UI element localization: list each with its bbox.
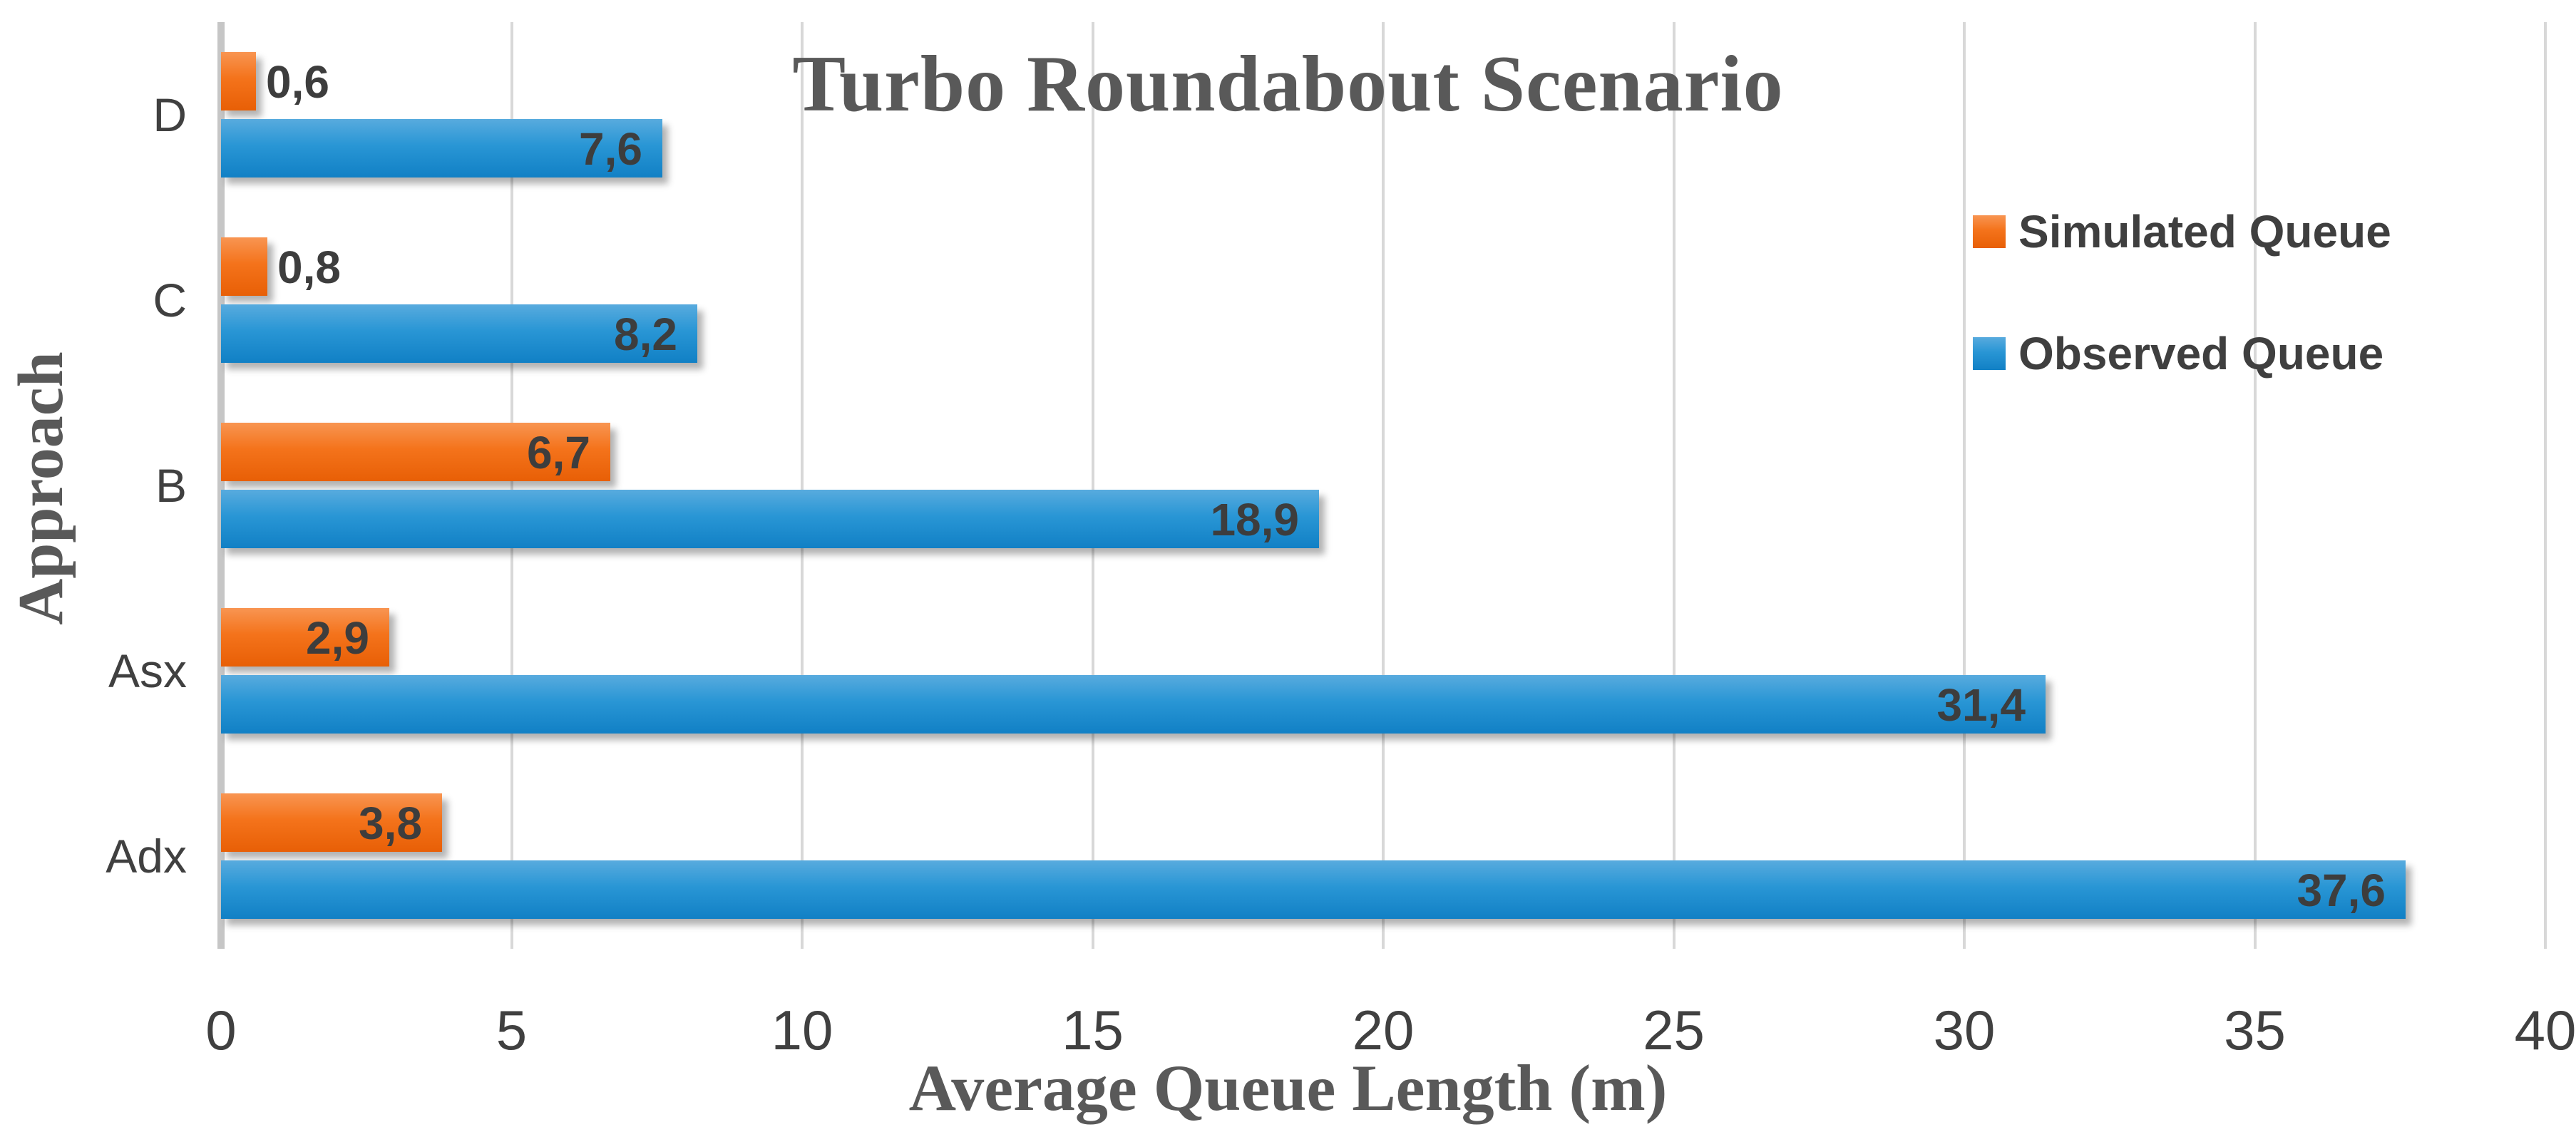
chart-title: Turbo Roundabout Scenario [792, 40, 1784, 128]
bar-value-label-observed-queue-Adx: 37,6 [2297, 865, 2386, 916]
x-tick-label-30: 30 [1933, 999, 1996, 1061]
bar-observed-queue-Asx [221, 675, 2046, 734]
bar-observed-queue-C [221, 304, 697, 363]
gridline-25 [1672, 22, 1676, 949]
bar-value-label-observed-queue-Asx: 31,4 [1936, 679, 2026, 731]
bar-value-label-simulated-queue-D: 0,6 [266, 56, 329, 108]
x-tick-label-35: 35 [2224, 999, 2286, 1061]
legend-label-observed: Observed Queue [2018, 328, 2384, 379]
legend-item-observed-queue: Observed Queue [1973, 331, 2391, 376]
bar-observed-queue-B [221, 490, 1319, 548]
gridline-10 [801, 22, 804, 949]
category-label-Adx: Adx [106, 830, 187, 883]
category-label-B: B [155, 459, 187, 512]
bar-simulated-queue-D [221, 52, 256, 110]
category-label-C: C [153, 274, 187, 326]
legend-swatch-observed-icon [1973, 337, 2006, 370]
legend-label-simulated: Simulated Queue [2018, 206, 2391, 257]
bar-simulated-queue-B [221, 423, 610, 481]
bar-observed-queue-D [221, 119, 662, 177]
bar-value-label-simulated-queue-B: 6,7 [527, 427, 590, 478]
bar-value-label-observed-queue-B: 18,9 [1210, 494, 1299, 545]
bar-value-label-simulated-queue-Adx: 3,8 [359, 798, 422, 849]
gridline-35 [2253, 22, 2257, 949]
x-axis-title: Average Queue Length (m) [908, 1051, 1668, 1124]
legend-item-simulated-queue: Simulated Queue [1973, 209, 2391, 254]
bar-observed-queue-Adx [221, 860, 2406, 919]
bar-value-label-simulated-queue-C: 0,8 [277, 242, 341, 293]
x-tick-label-5: 5 [496, 999, 528, 1061]
x-tick-label-10: 10 [771, 999, 833, 1061]
bar-simulated-queue-C [221, 237, 267, 296]
x-tick-label-25: 25 [1643, 999, 1705, 1061]
gridline-5 [510, 22, 513, 949]
x-tick-label-20: 20 [1352, 999, 1415, 1061]
x-tick-label-0: 0 [205, 999, 237, 1061]
bar-simulated-queue-Adx [221, 793, 442, 852]
gridline-20 [1382, 22, 1385, 949]
x-tick-label-40: 40 [2514, 999, 2576, 1061]
y-axis-line [217, 22, 225, 949]
bar-value-label-observed-queue-D: 7,6 [579, 123, 642, 175]
category-label-Asx: Asx [108, 644, 187, 697]
gridline-40 [2544, 22, 2547, 949]
y-axis-title: Approach [6, 351, 76, 625]
bar-value-label-observed-queue-C: 8,2 [614, 309, 677, 360]
legend: Simulated Queue Observed Queue [1973, 209, 2391, 453]
bar-simulated-queue-Asx [221, 608, 389, 667]
gridline-15 [1091, 22, 1094, 949]
bar-value-label-simulated-queue-Asx: 2,9 [306, 612, 369, 664]
x-tick-label-15: 15 [1062, 999, 1124, 1061]
gridline-30 [1963, 22, 1966, 949]
legend-swatch-simulated-icon [1973, 215, 2006, 248]
category-label-D: D [153, 88, 187, 141]
